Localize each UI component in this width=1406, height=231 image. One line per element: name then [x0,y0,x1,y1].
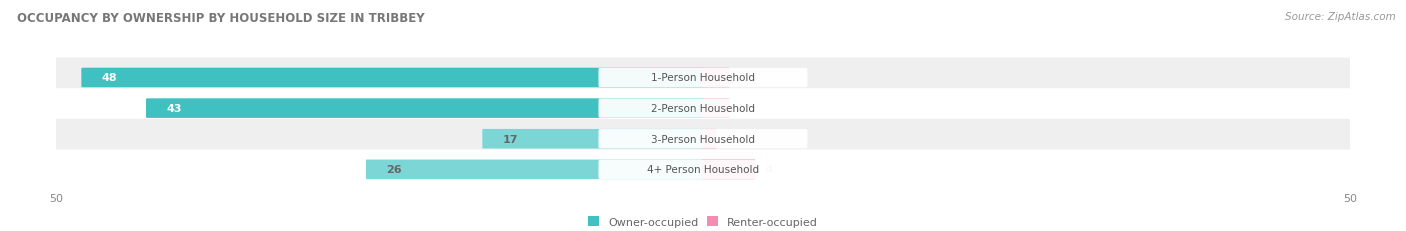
FancyBboxPatch shape [41,89,1365,128]
FancyBboxPatch shape [702,129,717,149]
FancyBboxPatch shape [702,99,730,119]
FancyBboxPatch shape [702,68,730,88]
FancyBboxPatch shape [82,68,704,88]
FancyBboxPatch shape [146,99,704,119]
FancyBboxPatch shape [599,99,807,118]
Text: 26: 26 [387,165,402,175]
FancyBboxPatch shape [41,150,1365,189]
Text: OCCUPANCY BY OWNERSHIP BY HOUSEHOLD SIZE IN TRIBBEY: OCCUPANCY BY OWNERSHIP BY HOUSEHOLD SIZE… [17,12,425,24]
Text: 17: 17 [502,134,517,144]
FancyBboxPatch shape [482,129,704,149]
Text: 1-Person Household: 1-Person Household [651,73,755,83]
Text: 1: 1 [727,134,734,144]
Text: 4+ Person Household: 4+ Person Household [647,165,759,175]
Text: 2: 2 [740,73,747,83]
FancyBboxPatch shape [702,160,755,179]
Text: 4: 4 [765,165,772,175]
Text: 2: 2 [740,104,747,114]
Text: 43: 43 [166,104,181,114]
FancyBboxPatch shape [41,119,1365,159]
FancyBboxPatch shape [599,69,807,88]
FancyBboxPatch shape [366,160,704,179]
Legend: Owner-occupied, Renter-occupied: Owner-occupied, Renter-occupied [583,212,823,231]
Text: Source: ZipAtlas.com: Source: ZipAtlas.com [1285,12,1396,21]
FancyBboxPatch shape [599,160,807,179]
FancyBboxPatch shape [599,130,807,149]
Text: 2-Person Household: 2-Person Household [651,104,755,114]
FancyBboxPatch shape [41,58,1365,98]
Text: 48: 48 [101,73,117,83]
Text: 3-Person Household: 3-Person Household [651,134,755,144]
